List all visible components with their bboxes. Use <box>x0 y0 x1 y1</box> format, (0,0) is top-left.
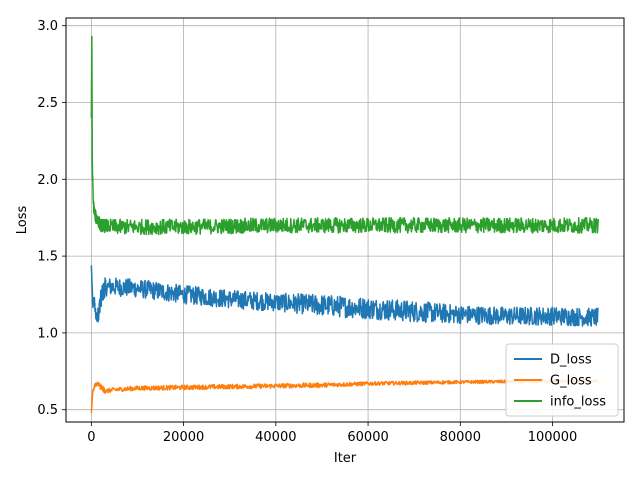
legend-label: info_loss <box>550 395 606 410</box>
x-tick-label: 0 <box>87 430 95 445</box>
legend-label: D_loss <box>550 353 592 368</box>
x-tick-label: 100000 <box>528 430 578 445</box>
plot-frame <box>65 17 625 423</box>
x-tick-label: 40000 <box>255 430 296 445</box>
x-tick-label: 60000 <box>347 430 388 445</box>
legend-label: G_loss <box>550 374 592 389</box>
y-tick-label: 2.0 <box>37 173 58 188</box>
grid <box>66 18 624 422</box>
x-tick-label: 20000 <box>163 430 204 445</box>
y-tick-label: 3.0 <box>37 19 58 34</box>
ticks: 0 20000 40000 60000 80000 100000 0.5 1.0 1.5 2.0 2… <box>37 19 577 445</box>
y-axis-title: Loss <box>15 206 30 235</box>
x-axis-title: Iter <box>334 451 357 466</box>
series-line-d-loss <box>90 265 599 327</box>
legend: D_loss G_loss info_loss <box>505 343 619 417</box>
series-line-info-loss <box>90 35 600 236</box>
x-tick-label: 80000 <box>440 430 481 445</box>
y-tick-label: 2.5 <box>37 96 58 111</box>
y-tick-label: 1.0 <box>37 326 58 341</box>
y-tick-label: 1.5 <box>37 250 58 265</box>
y-tick-label: 0.5 <box>37 403 58 418</box>
legend-box <box>505 343 619 417</box>
